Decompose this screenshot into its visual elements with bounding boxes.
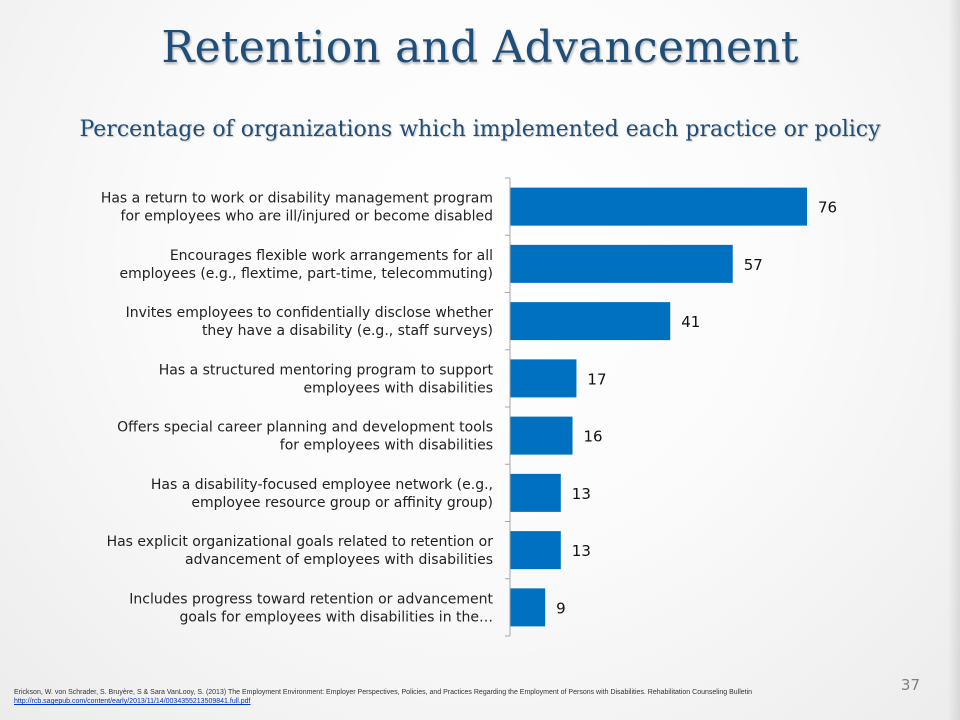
category-label: Has explicit organizational goals relate… [107,534,494,550]
category-label: goals for employees with disabilities in… [180,609,494,625]
citation: Erickson, W. von Schrader, S. Bruyère, S… [14,688,894,706]
category-label: Has a structured mentoring program to su… [159,362,494,378]
category-label: they have a disability (e.g., staff surv… [202,323,493,339]
category-label: employees with disabilities [304,380,494,396]
bar [510,244,733,283]
category-label: Offers special career planning and devel… [117,420,493,436]
citation-text: Erickson, W. von Schrader, S. Bruyère, S… [14,689,753,696]
category-label: Includes progress toward retention or ad… [129,591,493,607]
chart-title: Percentage of organizations which implem… [79,117,881,142]
bar [510,473,561,512]
data-label: 76 [818,199,837,217]
data-label: 41 [681,313,700,331]
bar [510,416,573,455]
bar [510,531,561,570]
category-label: Has a return to work or disability manag… [101,191,493,207]
category-label: advancement of employees with disabiliti… [185,552,493,568]
slide-title: Retention and Advancement [161,22,799,73]
category-label: Encourages flexible work arrangements fo… [170,248,493,264]
category-label: for employees who are ill/injured or bec… [121,209,493,225]
chart-category-labels: Has a return to work or disability manag… [101,191,494,626]
data-label: 9 [556,599,566,617]
data-label: 17 [587,370,606,388]
data-label: 16 [584,428,603,446]
category-label: employee resource group or affinity grou… [191,495,493,511]
slide-edge-shadow [948,0,960,720]
data-label: 13 [572,485,591,503]
chart-value-labels: 76 57 41 17 16 13 13 9 [556,199,837,618]
bar [510,302,671,341]
page-number: 37 [900,676,920,694]
bar [510,588,546,627]
category-label: Invites employees to confidentially disc… [126,305,494,321]
chart-axis [505,177,511,637]
data-label: 13 [572,542,591,560]
bar [510,187,807,226]
category-label: Has a disability-focused employee networ… [151,477,493,493]
data-label: 57 [744,256,763,274]
chart-bars [510,187,807,627]
bar [510,359,577,398]
category-label: employees (e.g., flextime, part-time, te… [119,266,493,282]
category-label: for employees with disabilities [280,438,493,454]
citation-link[interactable]: http://rcb.sagepub.com/content/early/201… [14,698,251,705]
